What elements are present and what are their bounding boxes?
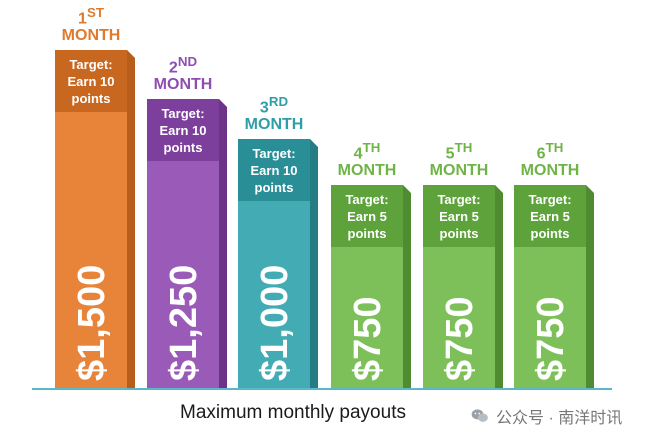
month-label: 3RD MONTH — [228, 95, 320, 134]
month-number: 3 — [259, 99, 269, 117]
target-line: Earn 5 — [439, 209, 479, 224]
month-label: 5TH MONTH — [413, 141, 505, 180]
target-text: Target: Earn 10 points — [147, 105, 219, 156]
wechat-icon — [471, 409, 488, 422]
target-line: points — [439, 226, 479, 241]
chart-caption: Maximum monthly payouts — [180, 402, 406, 423]
target-text: Target: Earn 5 points — [331, 191, 403, 242]
bar-side — [310, 139, 318, 389]
watermark-text: 公众号 · 南洋时讯 — [496, 410, 623, 427]
target-line: points — [163, 140, 203, 155]
month-word: MONTH — [153, 76, 213, 94]
month-suffix: RD — [268, 94, 289, 109]
target-line: Target: — [161, 106, 205, 121]
month-number: 6 — [536, 145, 546, 163]
target-band — [514, 185, 586, 247]
month-word: MONTH — [429, 162, 489, 180]
payout-label: $1,000 — [254, 264, 296, 381]
target-line: Earn 10 — [250, 163, 298, 178]
target-band — [238, 139, 310, 201]
target-line: Earn 10 — [67, 74, 115, 89]
month-suffix: TH — [545, 140, 564, 155]
watermark: 公众号 · 南洋时讯 — [470, 404, 622, 428]
month-word: MONTH — [244, 116, 304, 134]
target-line: points — [71, 91, 111, 106]
target-band — [331, 185, 403, 247]
month-number: 5 — [445, 145, 455, 163]
payout-label: $1,250 — [163, 264, 205, 381]
bar-side — [403, 185, 411, 389]
target-line: Earn 5 — [530, 209, 570, 224]
month-label: 1ST MONTH — [45, 6, 137, 45]
bar-side — [586, 185, 594, 389]
month-number: 2 — [168, 59, 178, 77]
target-line: points — [254, 180, 294, 195]
target-band — [147, 99, 219, 161]
target-line: Target: — [528, 192, 572, 207]
target-band — [55, 50, 127, 112]
target-text: Target: Earn 10 points — [55, 56, 127, 107]
target-text: Target: Earn 5 points — [514, 191, 586, 242]
target-line: points — [347, 226, 387, 241]
month-label: 6TH MONTH — [504, 141, 596, 180]
month-suffix: ND — [177, 54, 198, 69]
month-word: MONTH — [520, 162, 580, 180]
target-line: Earn 10 — [159, 123, 207, 138]
payout-label: $750 — [347, 296, 389, 381]
target-line: Earn 5 — [347, 209, 387, 224]
month-suffix: TH — [362, 140, 381, 155]
payout-label: $750 — [530, 296, 572, 381]
target-line: Target: — [69, 57, 113, 72]
month-label: 4TH MONTH — [321, 141, 413, 180]
month-suffix: ST — [86, 5, 104, 20]
payout-label: $1,500 — [71, 264, 113, 381]
target-line: Target: — [345, 192, 389, 207]
bar-side — [219, 99, 227, 389]
target-text: Target: Earn 10 points — [238, 145, 310, 196]
month-word: MONTH — [61, 27, 121, 45]
month-suffix: TH — [454, 140, 473, 155]
target-line: Target: — [252, 146, 296, 161]
bar-side — [495, 185, 503, 389]
payout-label: $750 — [439, 296, 481, 381]
bar-side — [127, 50, 135, 389]
month-number: 4 — [353, 145, 363, 163]
month-word: MONTH — [337, 162, 397, 180]
month-label: 2ND MONTH — [137, 55, 229, 94]
target-text: Target: Earn 5 points — [423, 191, 495, 242]
target-line: Target: — [437, 192, 481, 207]
target-line: points — [530, 226, 570, 241]
month-number: 1 — [78, 10, 87, 28]
target-band — [423, 185, 495, 247]
